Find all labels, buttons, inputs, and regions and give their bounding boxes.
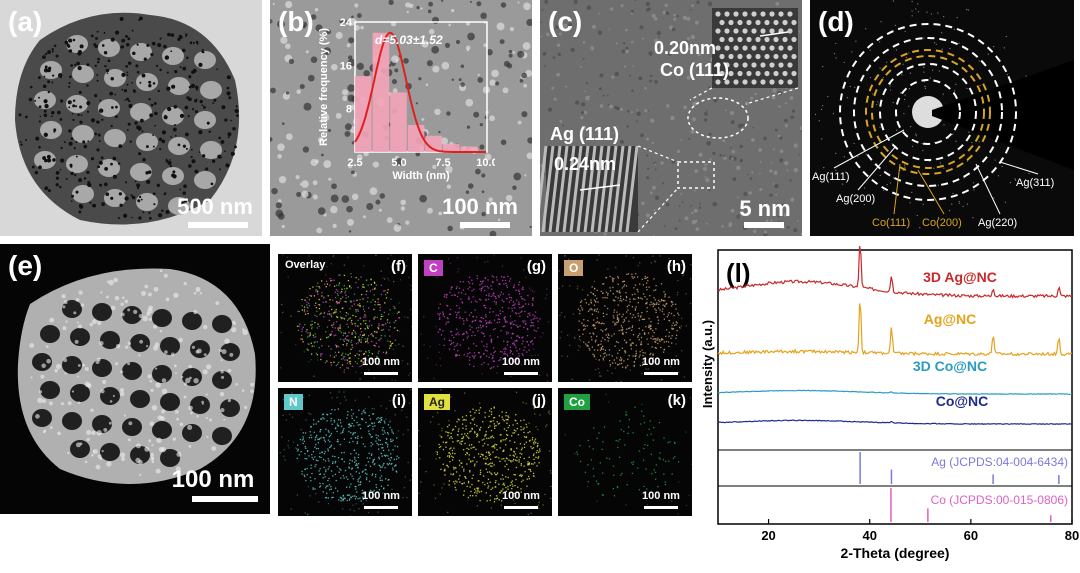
panel-e-haadf: (e) 100 nm: [0, 244, 270, 514]
y-tick-label: 24: [340, 17, 353, 29]
y-tick-label: 16: [340, 60, 352, 72]
element-tag: Co: [564, 394, 590, 410]
series-label: 3D Ag@NC: [923, 269, 997, 285]
x-tick-label: 40: [862, 528, 876, 543]
element-tag: O: [564, 260, 583, 276]
y-axis-label: Intensity (a.u.): [700, 320, 715, 408]
scale-bar: [192, 496, 258, 502]
scale-bar-label: 100 nm: [494, 356, 548, 368]
diffraction-label: Ag(111): [812, 171, 850, 183]
x-tick-label: 7.5: [435, 157, 450, 169]
histogram-bar: [355, 76, 372, 152]
panel-label: (k): [668, 392, 686, 409]
diffraction-label: Ag(220): [978, 217, 1017, 229]
scale-bar: [744, 222, 784, 228]
scale-bar: [644, 372, 678, 375]
scale-bar: [504, 372, 538, 375]
scale-bar: [460, 222, 510, 228]
scale-bar-label: 5 nm: [730, 196, 800, 222]
series-label: 3D Co@NC: [913, 358, 987, 374]
reference-label: Ag (JCPDS:04-004-6434): [931, 455, 1068, 469]
element-tag: Overlay: [280, 258, 330, 272]
panel-d-saed: Ag(111) Ag(200) Co(111) Co(200) Ag(220) Ag(31…: [810, 0, 1074, 236]
panel-label: (h): [667, 258, 686, 275]
panel-f-eds-map: Overlay (f) 100 nm: [278, 254, 412, 382]
panel-i-eds-map: N (i) 100 nm: [278, 388, 412, 516]
scale-bar-label: 100 nm: [494, 490, 548, 502]
scale-bar-label: 100 nm: [634, 490, 688, 502]
diffraction-label: Ag(200): [836, 193, 875, 205]
histogram-bar: [408, 125, 425, 152]
ag-plane-label: Ag (111): [550, 124, 619, 145]
xrd-frame: [718, 250, 1072, 524]
x-tick-label: 2.5: [347, 157, 362, 169]
panel-label: (a): [8, 6, 42, 38]
xrd-chart: (l) 3D Ag@NC Ag@NC 3D Co@NC Co@NC Ag (JCPDS:0…: [700, 244, 1080, 568]
xrd-series-line: [718, 390, 1072, 394]
panel-b-tem-histogram: (b) 100 nm 2.5 5.0 7.5 10.0 8 16 24 Width (nm) R…: [270, 0, 532, 236]
panel-a-tem-image: (a) 500 nm: [0, 0, 262, 236]
size-annotation: d=5.03±1.52: [375, 33, 443, 47]
x-axis-label: 2-Theta (degree): [841, 545, 950, 561]
label-leader: [1000, 162, 1038, 174]
x-tick-label: 5.0: [391, 157, 406, 169]
scale-bar-label: 100 nm: [430, 194, 530, 220]
element-tag: N: [284, 394, 303, 410]
scale-bar-label: 100 nm: [354, 356, 408, 368]
x-tick-label: 20: [761, 528, 775, 543]
scale-bar-label: 100 nm: [354, 490, 408, 502]
series-label: Co@NC: [936, 393, 989, 409]
scale-bar-label: 500 nm: [170, 194, 260, 220]
panel-label: (e): [8, 250, 42, 282]
x-axis-label: Width (nm): [392, 170, 450, 182]
panel-j-eds-map: Ag (j) 100 nm: [418, 388, 552, 516]
panel-label: (i): [392, 392, 406, 409]
panel-label: (d): [818, 6, 854, 38]
label-leader: [918, 170, 944, 214]
size-histogram: 2.5 5.0 7.5 10.0 8 16 24 Width (nm) Relative fre…: [315, 12, 495, 182]
panel-h-eds-map: O (h) 100 nm: [558, 254, 692, 382]
scale-bar: [364, 506, 398, 509]
scale-bar-label: 100 nm: [158, 466, 268, 494]
panel-label: (j): [532, 392, 546, 409]
panel-g-eds-map: C (g) 100 nm: [418, 254, 552, 382]
element-tag: Ag: [424, 394, 450, 410]
series-label: Ag@NC: [924, 311, 977, 327]
panel-label: (g): [527, 258, 546, 275]
y-tick-label: 8: [346, 104, 352, 116]
scale-bar: [188, 222, 248, 228]
panel-c-hrtem: (c) 0.20nm Co (111) Ag (111) 0.24nm 5 nm: [540, 0, 802, 236]
scale-bar-label: 100 nm: [634, 356, 688, 368]
histogram-bar: [390, 92, 407, 152]
co-spacing-label: 0.20nm: [654, 38, 716, 59]
element-tag: C: [424, 260, 443, 276]
xrd-series-line: [718, 420, 1072, 424]
panel-label: (b): [278, 6, 314, 38]
panel-label: (f): [391, 258, 406, 275]
diffraction-label: Co(200): [922, 217, 962, 229]
panel-label: (c): [548, 6, 582, 38]
y-axis-label: Relative frequency (%): [318, 28, 330, 146]
label-leader: [976, 164, 1000, 214]
reference-label: Co (JCPDS:00-015-0806): [931, 493, 1068, 507]
panel-l-xrd: (l) 3D Ag@NC Ag@NC 3D Co@NC Co@NC Ag (JCPDS:0…: [700, 244, 1080, 568]
label-leader: [894, 164, 900, 214]
xrd-series-line: [718, 246, 1072, 297]
x-tick-label: 80: [1065, 528, 1079, 543]
co-plane-label: Co (111): [660, 60, 729, 81]
x-tick-label: 10.0: [476, 157, 495, 169]
scale-bar: [504, 506, 538, 509]
diffraction-label: Co(111): [872, 217, 910, 229]
scale-bar: [644, 506, 678, 509]
x-tick-label: 60: [964, 528, 978, 543]
xrd-series-line: [718, 304, 1072, 356]
diffraction-label: Ag(311): [1016, 177, 1054, 189]
panel-k-eds-map: Co (k) 100 nm: [558, 388, 692, 516]
panel-label: (l): [726, 258, 751, 288]
scale-bar: [364, 372, 398, 375]
ag-spacing-label: 0.24nm: [554, 154, 616, 175]
